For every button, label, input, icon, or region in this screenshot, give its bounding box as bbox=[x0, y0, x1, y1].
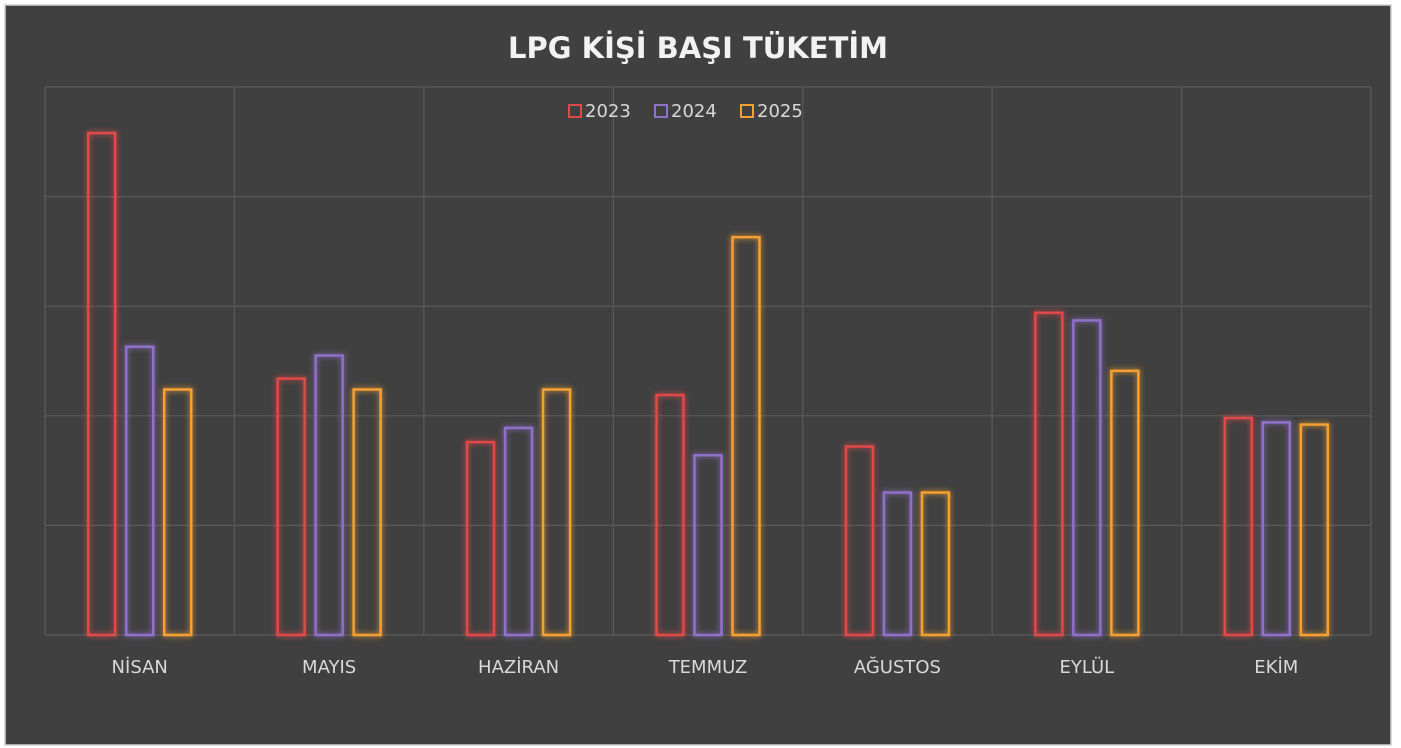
bar bbox=[1110, 369, 1140, 637]
x-tick-label: TEMMUZ bbox=[668, 657, 748, 678]
bar bbox=[314, 354, 344, 637]
legend-swatch bbox=[568, 104, 582, 118]
bar bbox=[882, 491, 913, 637]
bar bbox=[465, 440, 496, 637]
x-tick-label: MAYIS bbox=[302, 657, 356, 678]
bar bbox=[541, 388, 572, 637]
bar bbox=[693, 454, 723, 637]
legend-label: 2023 bbox=[585, 101, 631, 122]
bar bbox=[844, 445, 875, 637]
legend-swatch bbox=[654, 104, 668, 118]
bar bbox=[1223, 416, 1254, 637]
bar bbox=[731, 235, 761, 637]
legend-swatch bbox=[740, 104, 754, 118]
bar bbox=[1072, 319, 1102, 637]
bar bbox=[655, 393, 685, 637]
bar bbox=[124, 345, 155, 637]
bar bbox=[162, 388, 193, 637]
bar bbox=[1299, 423, 1330, 637]
x-tick-label: EKİM bbox=[1254, 657, 1298, 678]
chart-title: LPG KİŞİ BAŞI TÜKETİM bbox=[508, 31, 888, 65]
x-tick-label: EYLÜL bbox=[1060, 656, 1115, 678]
x-tick-label: HAZİRAN bbox=[478, 657, 559, 678]
legend-label: 2025 bbox=[757, 101, 803, 122]
bar bbox=[503, 426, 534, 637]
x-tick-label: NİSAN bbox=[112, 657, 168, 678]
chart-background bbox=[4, 4, 1392, 746]
bar bbox=[352, 388, 382, 637]
bar bbox=[920, 491, 951, 637]
x-tick-label: AĞUSTOS bbox=[854, 656, 941, 678]
legend-label: 2024 bbox=[671, 101, 717, 122]
bar bbox=[1261, 421, 1292, 637]
bar bbox=[1034, 311, 1064, 637]
bar bbox=[276, 377, 306, 637]
bar bbox=[86, 131, 117, 637]
